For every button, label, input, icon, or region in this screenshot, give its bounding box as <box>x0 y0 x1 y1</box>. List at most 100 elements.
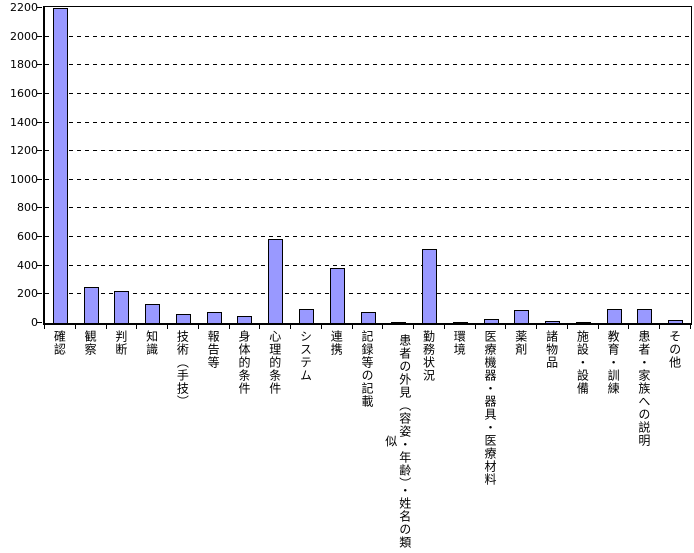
x-axis-category-label: 薬剤 <box>513 330 528 356</box>
x-axis-category-label: 観察 <box>83 330 98 356</box>
bar <box>391 322 406 323</box>
x-axis-label-slot: 知識 <box>134 330 169 553</box>
bar <box>422 249 437 323</box>
bar <box>607 309 622 323</box>
x-axis-category-label: 患者・家族への説明 <box>636 330 651 447</box>
x-axis-tick-mark <box>690 325 691 329</box>
y-axis-tick-mark <box>37 93 42 94</box>
plot-inner <box>45 7 691 323</box>
y-axis-tick-mark <box>37 322 42 323</box>
x-axis-tick-mark <box>75 325 76 329</box>
x-axis-category-label: 判断 <box>113 330 128 356</box>
x-axis-tick-mark <box>290 325 291 329</box>
x-axis-label-slot: 患者・家族への説明 <box>626 330 661 553</box>
x-axis-tick-mark <box>382 325 383 329</box>
y-axis-tick-mark <box>37 293 42 294</box>
x-axis-category-label: 患者の外見（容姿・年齢）・姓名の類似 <box>383 333 412 549</box>
x-axis-label-slot: 医療機器・器具・医療材料 <box>473 330 508 553</box>
x-axis-category-label: 確認 <box>52 330 67 356</box>
y-axis-tick-mark <box>37 122 42 123</box>
y-axis-tick-label: 0 <box>31 316 38 329</box>
x-axis-category-label: 知識 <box>144 330 159 356</box>
bar <box>545 321 560 323</box>
bar <box>207 312 222 323</box>
y-axis-tick-label: 2000 <box>10 29 38 43</box>
x-axis-label-slot: 教育・訓練 <box>596 330 631 553</box>
x-axis-category-label: 心理的条件 <box>267 330 282 395</box>
x-axis-category-label: 身体的条件 <box>236 330 251 395</box>
x-axis-category-label: 教育・訓練 <box>606 330 621 395</box>
x-axis-category-label: 技術（手技） <box>175 330 190 408</box>
bar <box>484 319 499 323</box>
x-axis-label-slot: 心理的条件 <box>257 330 292 553</box>
x-axis-category-label: 連携 <box>329 330 344 356</box>
gridline <box>45 92 691 94</box>
bar <box>84 287 99 323</box>
bar <box>176 314 191 323</box>
bar <box>53 8 68 323</box>
gridline <box>45 236 691 238</box>
y-axis-tick-mark <box>37 179 42 180</box>
x-axis-tick-mark <box>598 325 599 329</box>
x-axis-label-slot: 薬剤 <box>503 330 538 553</box>
x-axis-tick-mark <box>444 325 445 329</box>
x-axis-tick-mark <box>536 325 537 329</box>
x-axis-label-slot: 確認 <box>42 330 77 553</box>
x-axis-category-label: システム <box>298 330 313 382</box>
y-axis-tick-label: 1600 <box>10 86 38 100</box>
x-axis-label-slot: その他 <box>657 330 692 553</box>
y-axis-tick-label: 200 <box>17 287 38 301</box>
x-axis-category-label: 施設・設備 <box>575 330 590 395</box>
x-axis-label-slot: 技術（手技） <box>165 330 200 553</box>
x-axis-tick-mark <box>321 325 322 329</box>
x-axis-label-slot: 諸物品 <box>534 330 569 553</box>
y-axis-tick-mark <box>37 265 42 266</box>
y-axis-tick-label: 800 <box>17 201 38 215</box>
plot-area <box>43 6 692 325</box>
x-axis-label-slot: 施設・設備 <box>565 330 600 553</box>
x-axis-tick-mark <box>659 325 660 329</box>
bar <box>637 309 652 323</box>
bar <box>514 310 529 323</box>
x-axis-category-label: 報告等 <box>206 330 221 369</box>
y-axis-tick-mark <box>37 36 42 37</box>
x-axis-label-slot: 観察 <box>73 330 108 553</box>
x-axis-label-slot: 患者の外見（容姿・年齢）・姓名の類似 <box>380 330 415 553</box>
x-axis-category-label: 諸物品 <box>544 330 559 369</box>
y-axis-tick-mark <box>37 207 42 208</box>
x-axis-label-slot: 環境 <box>442 330 477 553</box>
x-axis-label-slot: 報告等 <box>196 330 231 553</box>
bar <box>361 312 376 323</box>
y-axis-tick-mark <box>37 236 42 237</box>
x-axis-tick-mark <box>413 325 414 329</box>
bar <box>145 304 160 323</box>
y-axis-tick-label: 1400 <box>10 115 38 129</box>
x-axis-label-slot: 判断 <box>104 330 139 553</box>
gridline <box>45 121 691 123</box>
x-axis-label-slot: システム <box>288 330 323 553</box>
gridline <box>45 64 691 66</box>
y-axis-tick-label: 2200 <box>10 1 38 14</box>
y-axis-tick-label: 1000 <box>10 172 38 186</box>
bar <box>576 322 591 323</box>
gridline <box>45 150 691 152</box>
y-axis-tick-label: 400 <box>17 258 38 272</box>
gridline <box>45 293 691 295</box>
x-axis-category-label: その他 <box>667 330 682 369</box>
x-axis-category-label: 医療機器・器具・医療材料 <box>483 330 498 486</box>
x-axis-tick-mark <box>198 325 199 329</box>
bar <box>268 239 283 323</box>
x-axis-tick-mark <box>136 325 137 329</box>
y-axis-tick-label: 600 <box>17 230 38 244</box>
y-axis-tick-mark <box>37 64 42 65</box>
x-axis-tick-mark <box>167 325 168 329</box>
gridline <box>45 35 691 37</box>
x-axis-category-label: 勤務状況 <box>421 330 436 382</box>
x-axis-tick-mark <box>259 325 260 329</box>
x-axis-tick-mark <box>229 325 230 329</box>
bar <box>114 291 129 323</box>
x-axis-tick-mark <box>106 325 107 329</box>
bar <box>237 316 252 323</box>
x-axis-label-slot: 身体的条件 <box>227 330 262 553</box>
